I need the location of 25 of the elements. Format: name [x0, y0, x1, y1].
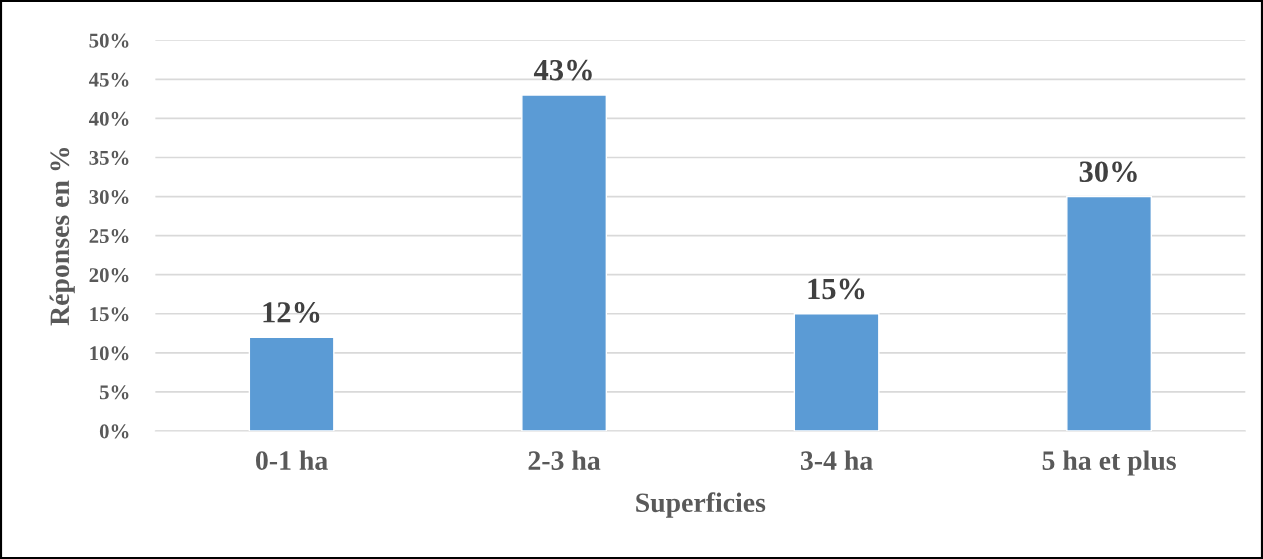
y-tick-label: 30% — [89, 189, 129, 205]
y-tick-label: 45% — [88, 72, 129, 87]
bar — [248, 336, 335, 431]
bar — [793, 313, 880, 431]
y-tick-label: 10% — [90, 346, 129, 361]
y-tick-label: 15% — [90, 307, 129, 322]
y-tick-label: 25% — [89, 228, 129, 244]
data-label: 12% — [263, 302, 320, 323]
y-tick-label: 50% — [89, 33, 129, 48]
x-axis-title: Superficies — [636, 492, 766, 518]
y-tick-label: 5% — [99, 385, 129, 400]
bar — [1066, 195, 1153, 431]
y-tick-label: 40% — [88, 111, 129, 126]
y-tick-label: 0% — [99, 424, 129, 439]
x-tick-label: 0-1 ha — [256, 450, 328, 470]
data-label: 43% — [533, 59, 592, 81]
x-tick-label: 3-4 ha — [800, 450, 873, 470]
bar — [521, 94, 608, 431]
y-tick-label: 20% — [89, 268, 129, 283]
y-axis-title: Réponses en % — [49, 147, 75, 326]
x-tick-label: 5 ha et plus — [1042, 450, 1176, 476]
data-label: 30% — [1079, 161, 1137, 183]
x-tick-label: 2-3 ha — [528, 450, 601, 470]
data-label: 15% — [808, 278, 865, 300]
y-tick-label: 35% — [89, 150, 129, 165]
